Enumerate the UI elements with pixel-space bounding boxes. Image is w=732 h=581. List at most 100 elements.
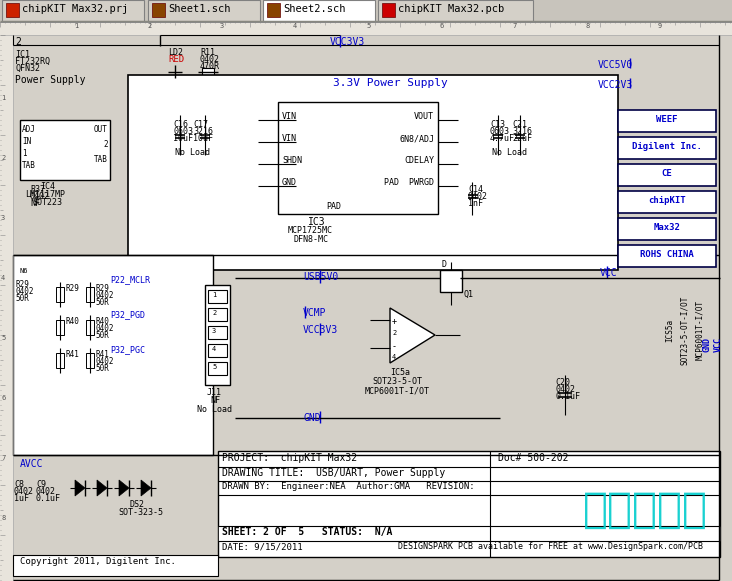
Text: VIN: VIN: [282, 112, 297, 121]
Text: GND: GND: [703, 338, 712, 353]
Bar: [86, 320, 94, 335]
Polygon shape: [97, 480, 107, 496]
Text: 2: 2: [15, 37, 21, 47]
Text: +: +: [392, 317, 397, 326]
Text: chipKIT Max32.pcb: chipKIT Max32.pcb: [398, 4, 504, 14]
Text: Digilent Inc.: Digilent Inc.: [632, 142, 702, 151]
Text: 9: 9: [658, 23, 662, 29]
Text: 深圳宏力捧: 深圳宏力捧: [583, 489, 708, 531]
Text: USB5V0: USB5V0: [303, 272, 338, 282]
Text: P32_PGC: P32_PGC: [110, 345, 145, 354]
Polygon shape: [75, 480, 85, 496]
Text: 0402: 0402: [14, 487, 34, 496]
Text: IC4: IC4: [40, 182, 55, 191]
Text: 1uF: 1uF: [14, 494, 29, 503]
Text: PAD: PAD: [326, 202, 341, 211]
Text: FT232RQ: FT232RQ: [15, 57, 50, 66]
Bar: [382, 3, 395, 17]
Text: 10uF: 10uF: [193, 134, 213, 143]
Text: 1nF: 1nF: [468, 199, 483, 208]
Text: 10uF: 10uF: [173, 134, 193, 143]
Bar: [278, 102, 438, 214]
Text: 6N8/ADJ: 6N8/ADJ: [399, 134, 434, 143]
Text: 2: 2: [103, 140, 108, 149]
Text: 470R: 470R: [200, 62, 220, 71]
Text: IC3: IC3: [308, 217, 326, 227]
Text: 0402: 0402: [36, 487, 56, 496]
Text: DATE: 9/15/2011: DATE: 9/15/2011: [222, 542, 302, 551]
Text: OUT: OUT: [94, 125, 108, 134]
Bar: [218, 526, 720, 541]
Bar: [56, 287, 64, 302]
Text: QFN32: QFN32: [15, 64, 40, 73]
Text: 0.1uF: 0.1uF: [36, 494, 61, 503]
Bar: [13, 255, 213, 455]
Text: GND: GND: [282, 178, 297, 187]
Bar: [263, 0, 375, 21]
Text: 50R: 50R: [95, 331, 109, 340]
Bar: [218, 451, 720, 557]
Text: 2: 2: [392, 330, 396, 336]
Text: 5: 5: [1, 335, 5, 341]
Text: R29: R29: [15, 280, 29, 289]
Text: DS2: DS2: [130, 500, 145, 509]
Text: RED: RED: [168, 55, 184, 64]
Bar: [618, 164, 716, 186]
Text: 2: 2: [212, 310, 216, 316]
Text: MCP6001T-I/OT: MCP6001T-I/OT: [365, 386, 430, 395]
Bar: [440, 270, 462, 292]
Text: 5: 5: [212, 364, 216, 370]
Text: 3: 3: [212, 328, 216, 334]
Text: 0603: 0603: [490, 127, 510, 136]
Text: 0402: 0402: [30, 192, 50, 201]
Text: 3.3V Power Supply: 3.3V Power Supply: [333, 78, 448, 88]
Text: IN: IN: [22, 137, 31, 146]
Text: DFN8-MC: DFN8-MC: [293, 235, 328, 244]
Text: 3216: 3216: [193, 127, 213, 136]
Text: R40: R40: [65, 317, 79, 326]
Bar: [208, 326, 227, 339]
Bar: [0, 22, 732, 35]
Text: ICS5a: ICS5a: [665, 318, 674, 342]
Text: C8: C8: [14, 480, 24, 489]
Text: NF: NF: [210, 396, 220, 405]
Bar: [20, 120, 110, 180]
Bar: [56, 320, 64, 335]
Text: R29: R29: [95, 284, 109, 293]
Text: R40: R40: [95, 317, 109, 326]
Text: SOT223: SOT223: [32, 198, 62, 207]
Text: 8: 8: [1, 515, 5, 521]
Bar: [56, 353, 64, 368]
Text: 0402: 0402: [95, 357, 113, 366]
Text: 6: 6: [439, 23, 444, 29]
Text: 50R: 50R: [95, 364, 109, 373]
Text: 3: 3: [220, 23, 224, 29]
Text: WEEF: WEEF: [657, 115, 678, 124]
Text: C14: C14: [468, 185, 483, 194]
Text: SOT-323-5: SOT-323-5: [118, 508, 163, 517]
Text: IC5a: IC5a: [390, 368, 410, 377]
Text: 1: 1: [22, 149, 26, 158]
Text: VCC3V3: VCC3V3: [330, 37, 365, 47]
Text: C20: C20: [555, 378, 570, 387]
Text: R41: R41: [95, 350, 109, 359]
Text: NF: NF: [30, 199, 40, 208]
Text: R11: R11: [200, 48, 215, 57]
Text: 0402: 0402: [555, 385, 575, 394]
Bar: [208, 344, 227, 357]
Text: VCC5V0: VCC5V0: [598, 60, 633, 70]
Text: Power Supply: Power Supply: [15, 75, 86, 85]
Text: 4: 4: [212, 346, 216, 352]
Text: R37: R37: [30, 185, 45, 194]
Text: No Load: No Load: [175, 148, 210, 157]
Bar: [618, 218, 716, 240]
Text: Sheet2.sch: Sheet2.sch: [283, 4, 346, 14]
Text: 2: 2: [1, 155, 5, 161]
Text: 0402: 0402: [15, 287, 34, 296]
Text: J11: J11: [207, 388, 222, 397]
Text: VCC2V3: VCC2V3: [598, 80, 633, 90]
Text: 0402: 0402: [95, 291, 113, 300]
Bar: [205, 285, 230, 385]
Bar: [618, 245, 716, 267]
Text: Doc# 500-202: Doc# 500-202: [498, 453, 569, 463]
